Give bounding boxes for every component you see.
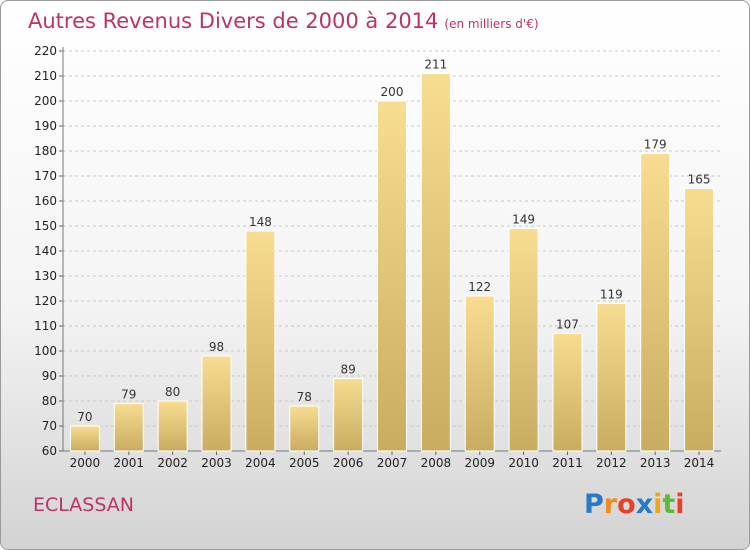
x-tick-label: 2000 <box>70 456 101 470</box>
bar <box>289 405 320 452</box>
logo-letter: o <box>617 489 636 520</box>
y-tick-label: 120 <box>34 294 57 308</box>
y-tick-label: 190 <box>34 119 57 133</box>
x-tick-label: 2005 <box>289 456 320 470</box>
bar <box>420 73 451 452</box>
y-tick-label: 130 <box>34 269 57 283</box>
bar <box>333 378 364 452</box>
bar <box>113 403 144 452</box>
bar-value-label: 98 <box>209 340 224 354</box>
logo-letter: i <box>653 489 663 520</box>
bar-value-label: 80 <box>165 385 180 399</box>
x-tick-label: 2008 <box>421 456 452 470</box>
logo-letter: t <box>662 489 676 520</box>
logo-letter: x <box>635 489 654 520</box>
y-tick-label: 110 <box>34 319 57 333</box>
x-tick-label: 2014 <box>684 456 715 470</box>
y-tick-label: 180 <box>34 144 57 158</box>
proxiti-logo: Proxiti <box>584 489 685 520</box>
bar <box>201 355 232 452</box>
y-tick-label: 220 <box>34 44 57 58</box>
bar-value-label: 200 <box>381 85 404 99</box>
x-tick-label: 2007 <box>377 456 408 470</box>
y-tick-label: 90 <box>42 369 57 383</box>
bars: 70 79 80 98 148 78 89 200 211 122 149 107 119 179 165 <box>69 58 715 452</box>
place-name: ECLASSAN <box>33 494 134 516</box>
x-tick-label: 2011 <box>552 456 583 470</box>
bar-value-label: 119 <box>600 288 623 302</box>
bar-value-label: 107 <box>556 318 579 332</box>
bar-value-label: 179 <box>644 138 667 152</box>
bar <box>684 188 715 452</box>
bar <box>157 400 188 452</box>
y-tick-label: 170 <box>34 169 57 183</box>
chart-title-unit: (en milliers d'€) <box>444 17 539 31</box>
y-tick-label: 140 <box>34 244 57 258</box>
bar-value-label: 122 <box>468 280 491 294</box>
bar <box>552 333 583 452</box>
logo-letter: r <box>603 489 618 520</box>
bar-value-label: 79 <box>121 388 136 402</box>
x-tick-label: 2002 <box>157 456 188 470</box>
x-tick-label: 2001 <box>114 456 145 470</box>
y-tick-label: 80 <box>42 394 57 408</box>
logo-letter: i <box>675 489 685 520</box>
x-tick-label: 2003 <box>201 456 232 470</box>
bar <box>508 228 539 452</box>
bar-value-label: 211 <box>424 58 447 72</box>
bar-value-label: 148 <box>249 215 272 229</box>
bar-value-label: 89 <box>340 363 355 377</box>
chart-title-text: Autres Revenus Divers de 2000 à 2014 <box>28 9 439 33</box>
bar <box>69 425 100 452</box>
x-tick-label: 2009 <box>464 456 495 470</box>
y-tick-label: 70 <box>42 419 57 433</box>
bar <box>245 230 276 452</box>
bar <box>464 295 495 452</box>
x-tick-label: 2004 <box>245 456 276 470</box>
bar-value-label: 149 <box>512 213 535 227</box>
x-tick-label: 2013 <box>640 456 671 470</box>
bar <box>377 100 407 452</box>
bar-value-label: 165 <box>688 173 711 187</box>
logo-letter: P <box>584 489 604 520</box>
y-tick-label: 210 <box>34 69 57 83</box>
y-tick-label: 150 <box>34 219 57 233</box>
y-tick-label: 160 <box>34 194 57 208</box>
bar-value-label: 78 <box>297 390 312 404</box>
bar-value-label: 70 <box>77 410 92 424</box>
x-tick-label: 2006 <box>333 456 364 470</box>
bar <box>596 303 627 452</box>
bar <box>640 153 671 452</box>
y-tick-label: 200 <box>34 94 57 108</box>
axes: 60 70 80 90 100 110 120 130 140 150 160 170 180 190 20… <box>34 44 721 470</box>
x-tick-label: 2010 <box>508 456 539 470</box>
chart-title: Autres Revenus Divers de 2000 à 2014 (en … <box>28 9 539 33</box>
y-tick-label: 100 <box>34 344 57 358</box>
x-tick-label: 2012 <box>596 456 627 470</box>
y-tick-label: 60 <box>42 444 57 458</box>
